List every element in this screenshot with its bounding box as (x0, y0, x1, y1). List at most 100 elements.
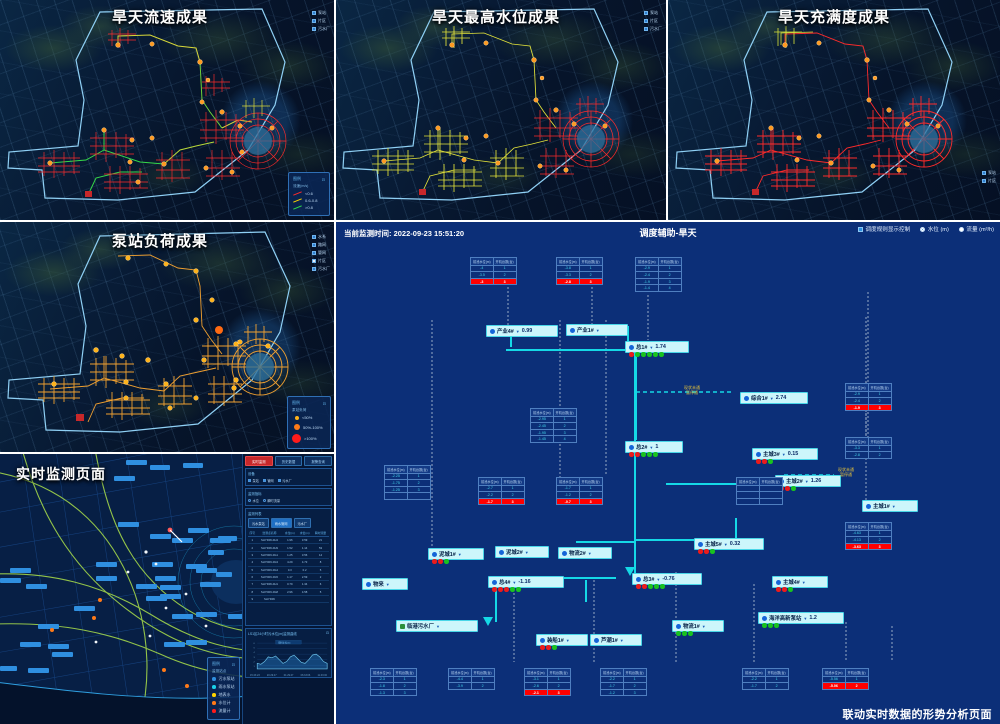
scheduling-node-n_wl2[interactable]: 物流2# ▼ (558, 547, 612, 559)
layer-control-fullness[interactable]: 泵站 片区 (982, 170, 996, 186)
scheduling-node-n_lgwsc[interactable]: 临港污水厂 ▼ (396, 620, 478, 632)
layer-item-1[interactable]: 片区 (644, 18, 662, 24)
checkbox-icon[interactable] (312, 243, 316, 247)
checkbox-icon[interactable] (312, 259, 316, 263)
table-row[interactable]: 8 SHYD06-0G8 2.96 4.58 5 (248, 588, 329, 597)
checkbox-icon[interactable] (982, 171, 986, 175)
layer-item-0[interactable]: 水系 (312, 234, 330, 240)
tab-history[interactable]: 历史数据 (274, 456, 303, 466)
checkbox-icon[interactable] (644, 19, 648, 23)
layer-control-waterlevel[interactable]: 泵站 片区 污水厂 (644, 10, 662, 34)
layer-item-1[interactable]: 片区 (982, 178, 996, 184)
rule-display-toggle[interactable]: 调度规则显示控制 (857, 225, 910, 233)
chevron-down-icon[interactable]: ▼ (524, 549, 529, 555)
monitor-tabs[interactable]: 实时监测 历史数据 报警查询 (245, 456, 333, 466)
chevron-down-icon[interactable]: ▼ (587, 550, 592, 556)
chevron-down-icon[interactable]: ▼ (804, 478, 809, 484)
radio-icon[interactable] (920, 226, 926, 232)
checkbox-icon[interactable] (248, 479, 251, 482)
layer-item-1[interactable]: 路网 (312, 242, 330, 248)
chevron-down-icon[interactable]: ▼ (701, 623, 706, 629)
layer-item-1[interactable]: 片区 (312, 18, 330, 24)
chevron-down-icon[interactable]: ▼ (769, 395, 774, 401)
checkbox-icon[interactable] (644, 27, 648, 31)
device-option-plant[interactable]: 污水厂 (277, 478, 292, 483)
checkbox-icon[interactable] (644, 11, 648, 15)
scheduling-node-n_zc3[interactable]: 主城3# ▼ 0.15 (752, 448, 818, 460)
scheduling-node-n_zc5[interactable]: 主城5# ▼ 0.32 (694, 538, 764, 550)
layer-item-3[interactable]: 片区 (312, 258, 330, 264)
list-filter-buttons[interactable]: 污水泵站 雨水管网 污水厂 (248, 518, 329, 528)
chevron-down-icon[interactable]: ▼ (595, 327, 600, 333)
scheduling-node-n_zc4[interactable]: 主城4# ▼ (772, 576, 828, 588)
table-row[interactable]: 1 SHYD06-0H4 1.96 3.59 21 (248, 536, 329, 545)
chevron-down-icon[interactable]: ▼ (619, 637, 624, 643)
collapse-icon[interactable]: ⊡ (321, 176, 325, 182)
filter-plant[interactable]: 污水厂 (293, 518, 312, 528)
scheduling-node-n_hygx[interactable]: 海洋高新泵站 ▼ 1.2 (758, 612, 844, 624)
chevron-down-icon[interactable]: ▼ (649, 344, 654, 350)
chevron-down-icon[interactable]: ▼ (656, 576, 661, 582)
device-option-pump[interactable]: 泵站 (248, 478, 259, 483)
scheduling-node-n_nc1[interactable]: 泥城1# ▼ (428, 548, 484, 560)
layer-item-0[interactable]: 泵站 (312, 10, 330, 16)
scheduling-node-n_z4[interactable]: 总4# ▼ -1.16 (488, 576, 564, 588)
index-option-level[interactable]: 水位 (248, 498, 259, 503)
layer-item-2[interactable]: 管网 (312, 250, 330, 256)
scheduling-node-n_zc1b[interactable]: 装船1# ▼ (536, 634, 588, 646)
radio-water-level[interactable]: 水位 (m) (920, 225, 949, 233)
chevron-down-icon[interactable]: ▼ (803, 615, 808, 621)
layer-control-pumpload[interactable]: 水系 路网 管网 片区 污水厂 (312, 234, 330, 274)
radio-icon[interactable] (248, 499, 251, 502)
scheduling-node-n_nc2[interactable]: 泥城2# ▼ (495, 546, 549, 558)
layer-item-4[interactable]: 污水厂 (312, 266, 330, 272)
device-options[interactable]: 泵站 管网 污水厂 (248, 478, 329, 483)
scheduling-node-n_z3[interactable]: 总3# ▼ -0.76 (632, 573, 702, 585)
chevron-down-icon[interactable]: ▼ (435, 623, 440, 629)
layer-item-0[interactable]: 泵站 (644, 10, 662, 16)
layer-item-2[interactable]: 污水厂 (312, 26, 330, 32)
checkbox-icon[interactable] (857, 226, 863, 232)
table-row[interactable]: 7 SHYD06-0H1 0.79 1.34 6 (248, 580, 329, 589)
radio-flow[interactable]: 流量 (m³/h) (958, 225, 994, 233)
checkbox-icon[interactable] (312, 235, 316, 239)
chevron-down-icon[interactable]: ▼ (891, 503, 896, 509)
checkbox-icon[interactable] (982, 179, 986, 183)
index-options[interactable]: 水位 瞬时流量 (248, 498, 329, 503)
tab-realtime[interactable]: 实时监测 (245, 456, 273, 466)
scheduling-node-n_zc2[interactable]: 主城2# ▼ 1.26 (775, 475, 841, 487)
table-row[interactable]: 3 SHYD06-0G1 1.25 3.56 14 (248, 551, 329, 560)
scheduling-node-n_kg1[interactable]: 芦潮1# ▼ (590, 634, 642, 646)
filter-sewage-pump[interactable]: 污水泵站 (248, 518, 269, 528)
index-option-flow[interactable]: 瞬时流量 (262, 498, 280, 503)
scheduling-node-n_cy4[interactable]: 产业4# ▼ 0.99 (486, 325, 558, 337)
radio-icon[interactable] (958, 226, 964, 232)
collapse-icon[interactable]: ⊡ (322, 400, 326, 406)
scheduling-node-n_zh1[interactable]: 综合1# ▼ 2.74 (740, 392, 808, 404)
scheduling-node-n_zc1[interactable]: 主城1# ▼ (862, 500, 918, 512)
chevron-down-icon[interactable]: ▼ (565, 637, 570, 643)
layer-control-velocity[interactable]: 泵站 片区 污水厂 (312, 10, 330, 34)
table-row[interactable]: 9 SHYD06 (248, 595, 329, 604)
chevron-down-icon[interactable]: ▼ (512, 579, 517, 585)
layer-item-0[interactable]: 泵站 (982, 170, 996, 176)
scheduling-node-n_cy1[interactable]: 产业1# ▼ (566, 324, 628, 336)
device-option-network[interactable]: 管网 (262, 478, 274, 483)
chevron-down-icon[interactable]: ▼ (781, 451, 786, 457)
scheduling-node-n_wl[interactable]: 物来 ▼ (362, 578, 408, 590)
chevron-down-icon[interactable]: ▼ (457, 551, 462, 557)
checkbox-icon[interactable] (312, 19, 316, 23)
expand-icon[interactable]: ⊡ (326, 631, 329, 635)
radio-icon[interactable] (262, 499, 266, 502)
table-row[interactable]: 2 SHYD06-0H9 1.52 1.14 53 (248, 543, 329, 552)
checkbox-icon[interactable] (312, 27, 316, 31)
scheduling-node-n_wl1[interactable]: 物流1# ▼ (672, 620, 724, 632)
chevron-down-icon[interactable]: ▼ (649, 444, 654, 450)
checkbox-icon[interactable] (312, 251, 316, 255)
chevron-down-icon[interactable]: ▼ (723, 541, 728, 547)
scheduling-controls[interactable]: 调度规则显示控制 水位 (m) 流量 (m³/h) (857, 225, 994, 233)
layer-item-2[interactable]: 污水厂 (644, 26, 662, 32)
checkbox-icon[interactable] (262, 479, 266, 482)
chevron-down-icon[interactable]: ▼ (515, 328, 520, 334)
checkbox-icon[interactable] (312, 267, 316, 271)
